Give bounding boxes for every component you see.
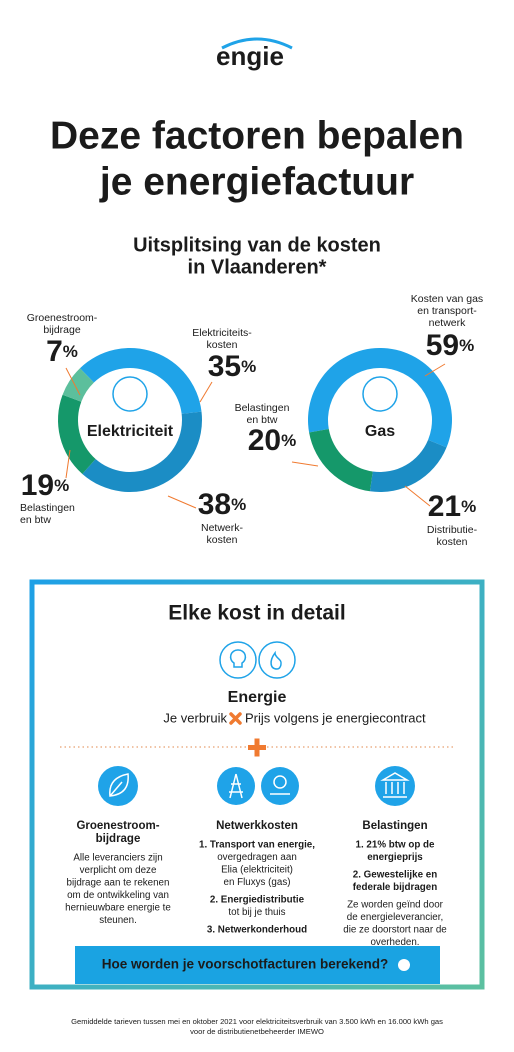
donut-segment — [369, 439, 447, 492]
value-label: 19% — [21, 469, 70, 502]
formula: Je verbruik — [163, 710, 227, 725]
segment-label: Netwerk- — [201, 522, 244, 534]
segment-label: Belastingen — [20, 502, 75, 514]
footnote: Gemiddelde tarieven tussen mei en oktobe… — [71, 1017, 443, 1026]
leader-line — [291, 461, 319, 467]
title: Deze factoren bepalen — [50, 114, 464, 157]
donut-segment — [82, 411, 202, 493]
donut-segment — [79, 347, 202, 414]
center-icon — [112, 376, 148, 412]
segment-label: kosten — [207, 534, 238, 546]
item-text: die ze doorstort naar de — [343, 925, 447, 936]
value-label: 20% — [248, 424, 297, 457]
segment-label: en btw — [20, 514, 51, 526]
center-label: Gas — [365, 423, 395, 440]
segment-label: kosten — [437, 536, 468, 548]
formula: Prijs volgens je energiecontract — [245, 710, 426, 725]
segment-label: en transport- — [417, 305, 477, 317]
button[interactable] — [75, 946, 440, 984]
item-text: Elia (elektriciteit) — [221, 865, 293, 876]
value-label: 59% — [426, 329, 475, 362]
footnote: voor de distributienetbeheerder IMEWO — [190, 1027, 324, 1036]
segment-label: en btw — [247, 414, 278, 426]
item-heading: 1. Transport van energie, — [199, 840, 315, 851]
column-title: Netwerkkosten — [216, 820, 298, 832]
leader-line — [424, 363, 446, 377]
item-text: om de ontwikkeling van — [67, 890, 169, 901]
item-text: hernieuwbare energie te — [65, 903, 171, 914]
leader-line — [199, 381, 213, 403]
leader-line — [167, 495, 197, 509]
times-icon — [229, 712, 242, 725]
leader-line — [404, 485, 431, 507]
icon-glyphs — [109, 772, 410, 799]
energy-icons — [219, 641, 296, 679]
plus — [254, 738, 260, 757]
segment-label: bijdrage — [43, 324, 81, 336]
value-label: 38% — [198, 488, 247, 521]
subtitle: in Vlaanderen* — [188, 256, 327, 278]
leader-line — [65, 367, 81, 396]
detail-title: Elke kost in detail — [168, 602, 345, 625]
subtitle: Uitsplitsing van de kosten — [133, 234, 381, 256]
item-heading: 2. Energiedistributie — [210, 895, 305, 906]
donut-segment — [57, 394, 96, 474]
donut-segment — [309, 429, 373, 492]
item-text: tot bij je thuis — [228, 907, 285, 918]
item-heading: energieprijs — [367, 852, 423, 863]
button-label: Hoe worden je voorschotfacturen berekend… — [102, 957, 389, 972]
center-label: Elektriciteit — [87, 423, 174, 440]
item-heading: 1. 21% btw op de — [356, 840, 435, 851]
energy-title: Energie — [228, 689, 287, 706]
column-title: Groenestroom- — [76, 820, 159, 832]
logo-arc — [221, 37, 293, 50]
value-label: 21% — [428, 490, 477, 523]
segment-label: Belastingen — [235, 402, 290, 414]
segment-label: netwerk — [429, 317, 467, 329]
value-label: 7% — [46, 335, 78, 368]
donut-segment — [62, 368, 94, 402]
segment-label: kosten — [207, 339, 238, 351]
segment-label: Elektriciteits- — [192, 327, 252, 339]
item-text: overheden. — [370, 937, 419, 948]
segment-label: Groenestroom- — [27, 312, 98, 324]
energy-glyphs — [229, 649, 282, 670]
donut-segment — [308, 347, 452, 448]
item-text: verplicht om deze — [80, 865, 157, 876]
value-label: 35% — [208, 350, 257, 383]
item-heading: federale bijdragen — [353, 882, 437, 893]
button-arrow — [398, 959, 410, 971]
item-heading: 3. Netwerkonderhoud — [207, 925, 307, 936]
column-title: Belastingen — [362, 820, 427, 832]
item-text: bijdrage aan te rekenen — [67, 878, 170, 889]
center-icon — [362, 376, 398, 412]
item-text: overgedragen aan — [217, 852, 297, 863]
item-text: steunen. — [99, 915, 137, 926]
column-icons — [98, 766, 415, 806]
segment-label: Kosten van gas — [411, 293, 483, 305]
item-text: Ze worden geïnd door — [347, 900, 444, 911]
item-text: en Fluxys (gas) — [224, 877, 291, 888]
logo: engie — [216, 41, 284, 71]
title: je energiefactuur — [99, 160, 414, 203]
segment-label: Distributie- — [427, 524, 478, 536]
leader-line — [65, 449, 71, 479]
item-heading: 2. Gewestelijke en — [353, 870, 437, 881]
column-title: bijdrage — [96, 833, 141, 845]
item-text: de energieleverancier, — [347, 912, 443, 923]
item-text: Alle leveranciers zijn — [73, 853, 162, 864]
